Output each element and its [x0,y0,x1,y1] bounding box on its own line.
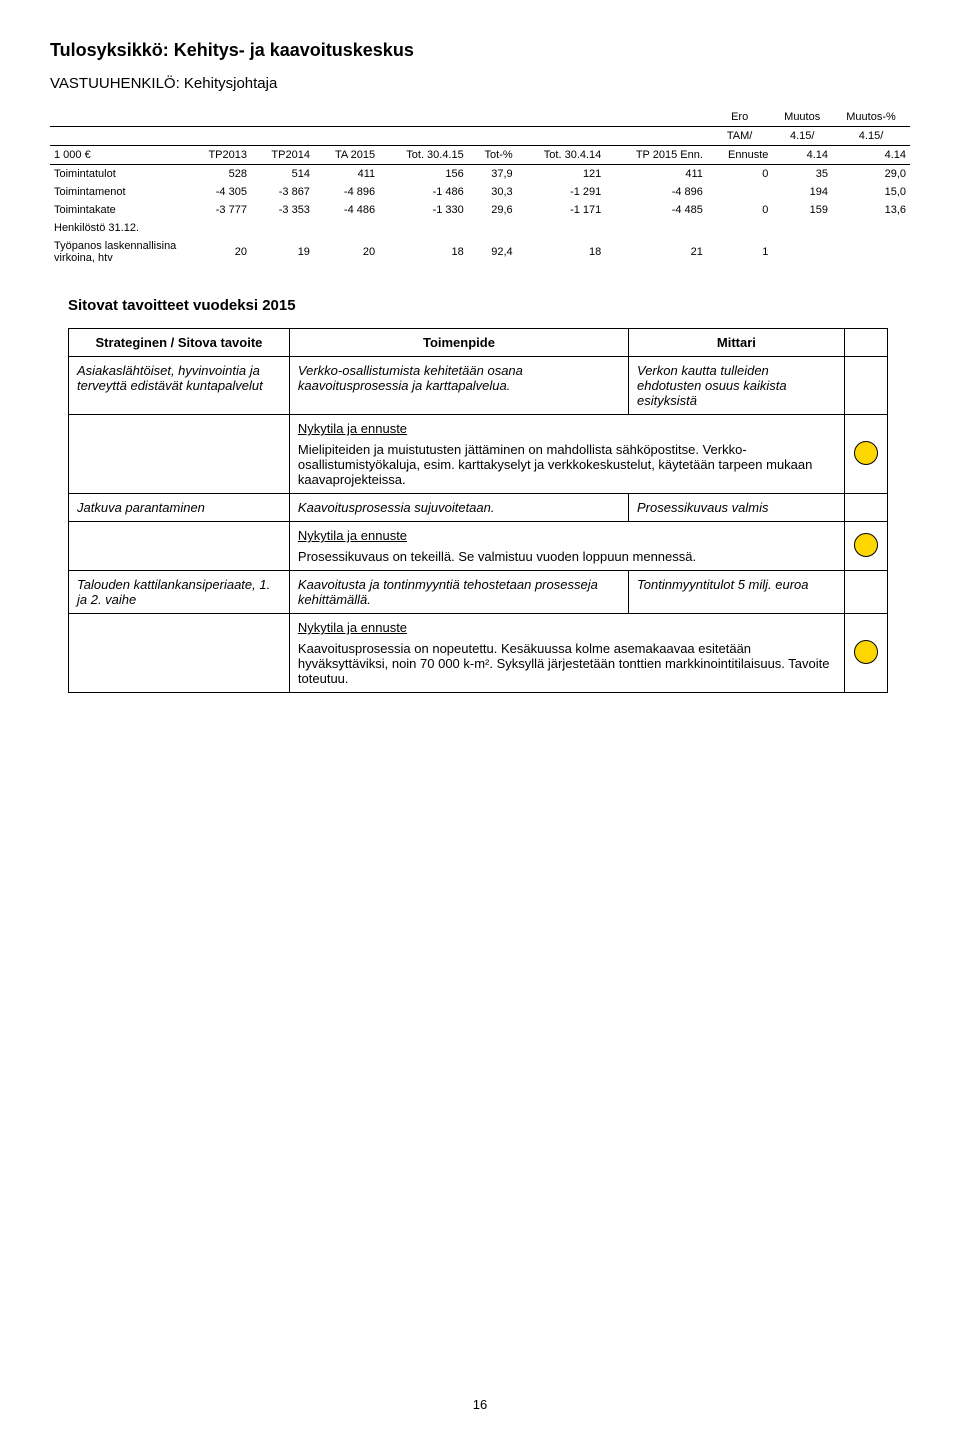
fin-col-tp2014: TP2014 [251,146,314,165]
fin-hdr-415a: 4.15/ [772,127,832,146]
fin-hdr-tam: TAM/ [707,127,772,146]
fin-row-label: Toimintamenot [50,183,188,201]
fin-cell: 37,9 [468,165,517,184]
fin-cell: 121 [517,165,606,184]
fin-col-414b: 4.14 [832,146,910,165]
fin-hdr-415b: 4.15/ [832,127,910,146]
fin-cell: 35 [772,165,832,184]
row-b-mid: Kaavoitusprosessia sujuvoitetaan. [289,494,628,522]
fin-cell: -3 353 [251,201,314,219]
col-indicator [844,329,887,357]
fin-cell: -3 867 [251,183,314,201]
row-a-right: Verkon kautta tulleiden ehdotusten osuus… [629,357,845,415]
fin-cell: -4 305 [188,183,251,201]
fin-cell: 13,6 [832,201,910,219]
fin-cell: 194 [772,183,832,201]
fin-col-tp2013: TP2013 [188,146,251,165]
fin-cell: 29,6 [468,201,517,219]
fin-cell: -1 330 [379,201,468,219]
col-mittari: Mittari [629,329,845,357]
row-b-left: Jatkuva parantaminen [69,494,290,522]
fin-col-totpct: Tot-% [468,146,517,165]
row-a-left: Asiakaslähtöiset, hyvinvointia ja tervey… [69,357,290,415]
fin-cell [707,183,772,201]
row-c-nyk: Nykytila ja ennuste Kaavoitusprosessia o… [289,614,844,693]
col-strateginen: Strateginen / Sitova tavoite [69,329,290,357]
indicator-c [844,614,887,693]
row-c-mid: Kaavoitusta ja tontinmyyntiä tehostetaan… [289,571,628,614]
nyk-b-head: Nykytila ja ennuste [298,528,836,543]
row-c-ind [844,571,887,614]
fin-cell: 514 [251,165,314,184]
row-b-ind [844,494,887,522]
indicator-a [844,415,887,494]
circle-icon [854,640,878,664]
section-title: Sitovat tavoitteet vuodeksi 2015 [68,297,910,314]
fin-col-unit: 1 000 € [50,146,188,165]
fin-cell: -4 486 [314,201,379,219]
fin-cell: 92,4 [468,237,517,267]
circle-icon [854,441,878,465]
nyk-a-head: Nykytila ja ennuste [298,421,836,436]
fin-hdr-muutos: Muutos [772,108,832,127]
fin-col-ta2015: TA 2015 [314,146,379,165]
nyk-c-head: Nykytila ja ennuste [298,620,836,635]
fin-cell [832,237,910,267]
fin-cell: -1 486 [379,183,468,201]
fin-cell: 20 [314,237,379,267]
fin-cell: 29,0 [832,165,910,184]
fin-cell: 20 [188,237,251,267]
financial-table: Ero Muutos Muutos-% TAM/ 4.15/ 4.15/ 1 0… [50,108,910,267]
fin-cell: -3 777 [188,201,251,219]
fin-cell: 19 [251,237,314,267]
goals-table: Strateginen / Sitova tavoite Toimenpide … [68,328,888,693]
fin-cell: 15,0 [832,183,910,201]
indicator-b [844,522,887,571]
fin-cell: 1 [707,237,772,267]
row-a-mid: Verkko-osallistumista kehitetään osana k… [289,357,628,415]
fin-hdr-muutospct: Muutos-% [832,108,910,127]
page-title: Tulosyksikkö: Kehitys- ja kaavoituskesku… [50,40,910,61]
fin-col-enn: TP 2015 Enn. [605,146,707,165]
fin-row-label: Työpanos laskennallisinavirkoina, htv [50,237,188,267]
row-c-left: Talouden kattilankansiperiaate, 1. ja 2.… [69,571,290,614]
fin-cell: -4 896 [605,183,707,201]
fin-col-tot3014: Tot. 30.4.14 [517,146,606,165]
row-c-right: Tontinmyyntitulot 5 milj. euroa [629,571,845,614]
fin-cell: -1 291 [517,183,606,201]
fin-cell: -4 485 [605,201,707,219]
page-number: 16 [0,1397,960,1412]
col-toimenpide: Toimenpide [289,329,628,357]
fin-cell: 21 [605,237,707,267]
row-b-nyk: Nykytila ja ennuste Prosessikuvaus on te… [289,522,844,571]
fin-cell: 411 [314,165,379,184]
fin-cell: 18 [379,237,468,267]
fin-row-label: Toimintakate [50,201,188,219]
fin-cell: 528 [188,165,251,184]
fin-row-label: Toimintatulot [50,165,188,184]
row-a-ind [844,357,887,415]
circle-icon [854,533,878,557]
nyk-a-body: Mielipiteiden ja muistutusten jättäminen… [298,442,836,487]
nyk-b-body: Prosessikuvaus on tekeillä. Se valmistuu… [298,549,836,564]
fin-cell: 156 [379,165,468,184]
fin-col-414a: 4.14 [772,146,832,165]
fin-cell: 0 [707,165,772,184]
page-subtitle: VASTUUHENKILÖ: Kehitysjohtaja [50,75,910,92]
fin-cell [772,237,832,267]
fin-cell: -1 171 [517,201,606,219]
fin-cell: 18 [517,237,606,267]
fin-cell: 0 [707,201,772,219]
fin-col-tot3015: Tot. 30.4.15 [379,146,468,165]
row-a-nyk: Nykytila ja ennuste Mielipiteiden ja mui… [289,415,844,494]
fin-col-ennuste: Ennuste [707,146,772,165]
fin-cell: 159 [772,201,832,219]
fin-cell: 411 [605,165,707,184]
fin-row-label: Henkilöstö 31.12. [50,219,188,237]
fin-hdr-ero: Ero [707,108,772,127]
nyk-c-body: Kaavoitusprosessia on nopeutettu. Kesäku… [298,641,836,686]
fin-cell: -4 896 [314,183,379,201]
fin-cell: 30,3 [468,183,517,201]
row-b-right: Prosessikuvaus valmis [629,494,845,522]
